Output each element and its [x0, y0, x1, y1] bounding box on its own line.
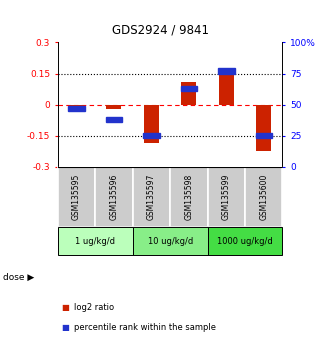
Text: dose ▶: dose ▶: [3, 273, 34, 282]
Bar: [69, 104, 84, 107]
Bar: [208, 167, 245, 227]
Bar: [133, 167, 170, 227]
Bar: [143, 133, 160, 138]
Bar: [181, 86, 197, 91]
Bar: [219, 73, 234, 104]
Text: GSM135595: GSM135595: [72, 174, 81, 220]
Text: GSM135600: GSM135600: [259, 174, 268, 220]
Bar: [58, 227, 133, 255]
Bar: [95, 167, 133, 227]
Text: GSM135596: GSM135596: [109, 174, 118, 220]
Bar: [170, 167, 208, 227]
Bar: [107, 104, 121, 109]
Text: ■: ■: [61, 303, 69, 313]
Bar: [106, 117, 122, 122]
Text: GSM135599: GSM135599: [222, 174, 231, 220]
Text: 10 ug/kg/d: 10 ug/kg/d: [148, 236, 193, 246]
Text: ■: ■: [61, 323, 69, 332]
Text: GSM135598: GSM135598: [184, 174, 193, 220]
Bar: [256, 133, 272, 138]
Bar: [58, 167, 95, 227]
Bar: [245, 167, 282, 227]
Text: GSM135597: GSM135597: [147, 174, 156, 220]
Text: 1 ug/kg/d: 1 ug/kg/d: [75, 236, 115, 246]
Text: log2 ratio: log2 ratio: [74, 303, 114, 313]
Text: percentile rank within the sample: percentile rank within the sample: [74, 323, 216, 332]
Bar: [144, 104, 159, 143]
Bar: [181, 82, 196, 104]
Bar: [68, 105, 85, 111]
Bar: [218, 68, 235, 74]
Bar: [256, 104, 271, 151]
Text: 1000 ug/kg/d: 1000 ug/kg/d: [217, 236, 273, 246]
Text: GDS2924 / 9841: GDS2924 / 9841: [112, 23, 209, 36]
Bar: [133, 227, 208, 255]
Bar: [208, 227, 282, 255]
